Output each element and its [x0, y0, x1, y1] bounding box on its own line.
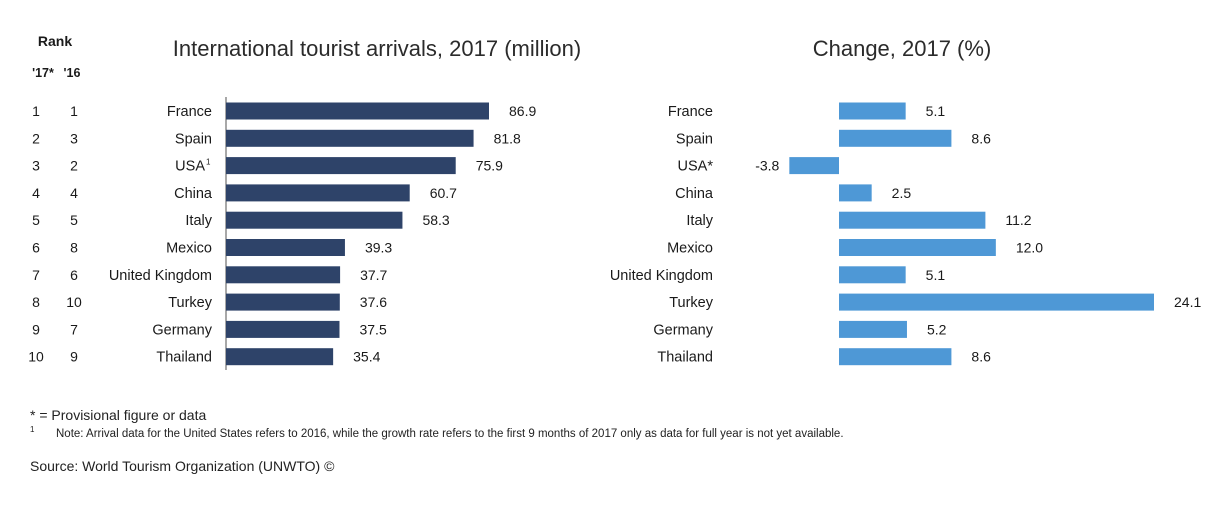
- change-value-label: 8.6: [971, 130, 991, 146]
- rank-2017-label: 6: [32, 240, 40, 256]
- change-bar: [839, 348, 952, 366]
- rank-2016-label: 4: [70, 185, 78, 201]
- arrivals-category-label: Thailand: [156, 350, 212, 366]
- arrivals-bar: [226, 348, 334, 366]
- arrivals-category-label: China: [174, 186, 213, 202]
- arrivals-bar: [226, 320, 340, 338]
- change-category-label: Turkey: [669, 295, 714, 311]
- footnote-usa-note: 1 Note: Arrival data for the United Stat…: [30, 425, 1210, 443]
- arrivals-category-label: Italy: [185, 213, 212, 229]
- rank-2017-label: 4: [32, 185, 40, 201]
- rank-2017-label: 10: [28, 349, 44, 365]
- arrivals-category-superscript: 1: [206, 158, 211, 167]
- change-category-label: Germany: [653, 322, 713, 338]
- change-bar: [839, 320, 907, 338]
- change-category-label: Spain: [676, 131, 713, 147]
- arrivals-category-label: USA: [175, 159, 205, 175]
- rank-2017-label: 8: [32, 294, 40, 310]
- rank-2016-label: 10: [66, 294, 82, 310]
- rank-2017-label: 1: [32, 103, 40, 119]
- change-bar: [839, 266, 906, 284]
- arrivals-value-label: 37.7: [360, 267, 387, 283]
- change-bar: [839, 293, 1154, 311]
- rank-2017-label: 3: [32, 158, 40, 174]
- arrivals-bar: [226, 184, 410, 202]
- change-value-label: 24.1: [1174, 294, 1201, 310]
- arrivals-value-label: 39.3: [365, 240, 392, 256]
- change-chart-title: Change, 2017 (%): [813, 36, 992, 61]
- change-value-label: 5.1: [926, 103, 946, 119]
- change-category-label: United Kingdom: [610, 268, 713, 284]
- rank-2016-label: 6: [70, 267, 78, 283]
- change-bar: [839, 102, 906, 120]
- rank-2016-label: 3: [70, 130, 78, 146]
- rank-2016-label: 9: [70, 349, 78, 365]
- rank-header-2017: '17*: [32, 66, 54, 80]
- arrivals-category-label: Germany: [152, 322, 212, 338]
- arrivals-bar: [226, 129, 474, 147]
- change-value-label: 5.1: [926, 267, 946, 283]
- footnotes: * = Provisional figure or data 1 Note: A…: [30, 405, 1210, 443]
- change-value-label: 11.2: [1005, 212, 1031, 228]
- footnote-marker: 1: [30, 425, 35, 434]
- arrivals-bar: [226, 157, 456, 175]
- arrivals-category-label: United Kingdom: [109, 268, 212, 284]
- arrivals-bar: [226, 239, 345, 256]
- arrivals-value-label: 81.8: [494, 130, 521, 146]
- rank-2017-label: 2: [32, 130, 40, 146]
- source-line: Source: World Tourism Organization (UNWT…: [30, 458, 335, 474]
- change-value-label: 2.5: [892, 185, 912, 201]
- change-category-label: China: [675, 186, 714, 202]
- change-category-label: USA*: [678, 159, 714, 175]
- footnote-provisional: * = Provisional figure or data: [30, 407, 207, 423]
- rank-2017-label: 5: [32, 212, 40, 228]
- change-category-label: Italy: [686, 213, 713, 229]
- arrivals-value-label: 75.9: [476, 158, 503, 174]
- change-bar: [839, 129, 952, 147]
- arrivals-category-label: Turkey: [168, 295, 213, 311]
- arrivals-value-label: 37.6: [360, 294, 387, 310]
- change-bar: [839, 211, 986, 229]
- change-value-label: 8.6: [971, 349, 991, 365]
- rank-2016-label: 1: [70, 103, 78, 119]
- footnote-note-text: Note: Arrival data for the United States…: [56, 428, 844, 440]
- rank-2016-label: 8: [70, 240, 78, 256]
- change-value-label: 12.0: [1016, 240, 1043, 256]
- change-bar: [839, 184, 872, 202]
- arrivals-value-label: 86.9: [509, 103, 536, 119]
- rank-2016-label: 5: [70, 212, 78, 228]
- arrivals-value-label: 60.7: [430, 185, 457, 201]
- arrivals-bar: [226, 293, 340, 311]
- change-category-label: Mexico: [667, 241, 713, 257]
- rank-2017-label: 9: [32, 321, 40, 337]
- change-category-label: France: [668, 104, 713, 120]
- rank-header: Rank: [38, 33, 72, 49]
- rank-header-2016: '16: [64, 66, 81, 80]
- arrivals-value-label: 37.5: [359, 321, 386, 337]
- rank-2016-label: 7: [70, 321, 78, 337]
- change-value-label: -3.8: [755, 158, 779, 174]
- change-bar: [839, 239, 996, 256]
- change-bar: [789, 157, 839, 175]
- arrivals-value-label: 58.3: [422, 212, 449, 228]
- arrivals-bar: [226, 211, 403, 229]
- change-value-label: 5.2: [927, 321, 947, 337]
- arrivals-category-label: France: [167, 104, 212, 120]
- arrivals-category-label: Spain: [175, 131, 212, 147]
- arrivals-category-label: Mexico: [166, 241, 212, 257]
- arrivals-value-label: 35.4: [353, 349, 380, 365]
- rank-2017-label: 7: [32, 267, 40, 283]
- arrivals-bar: [226, 102, 489, 120]
- arrivals-bar: [226, 266, 341, 284]
- rank-2016-label: 2: [70, 158, 78, 174]
- change-category-label: Thailand: [657, 350, 713, 366]
- arrivals-chart-title: International tourist arrivals, 2017 (mi…: [173, 36, 581, 61]
